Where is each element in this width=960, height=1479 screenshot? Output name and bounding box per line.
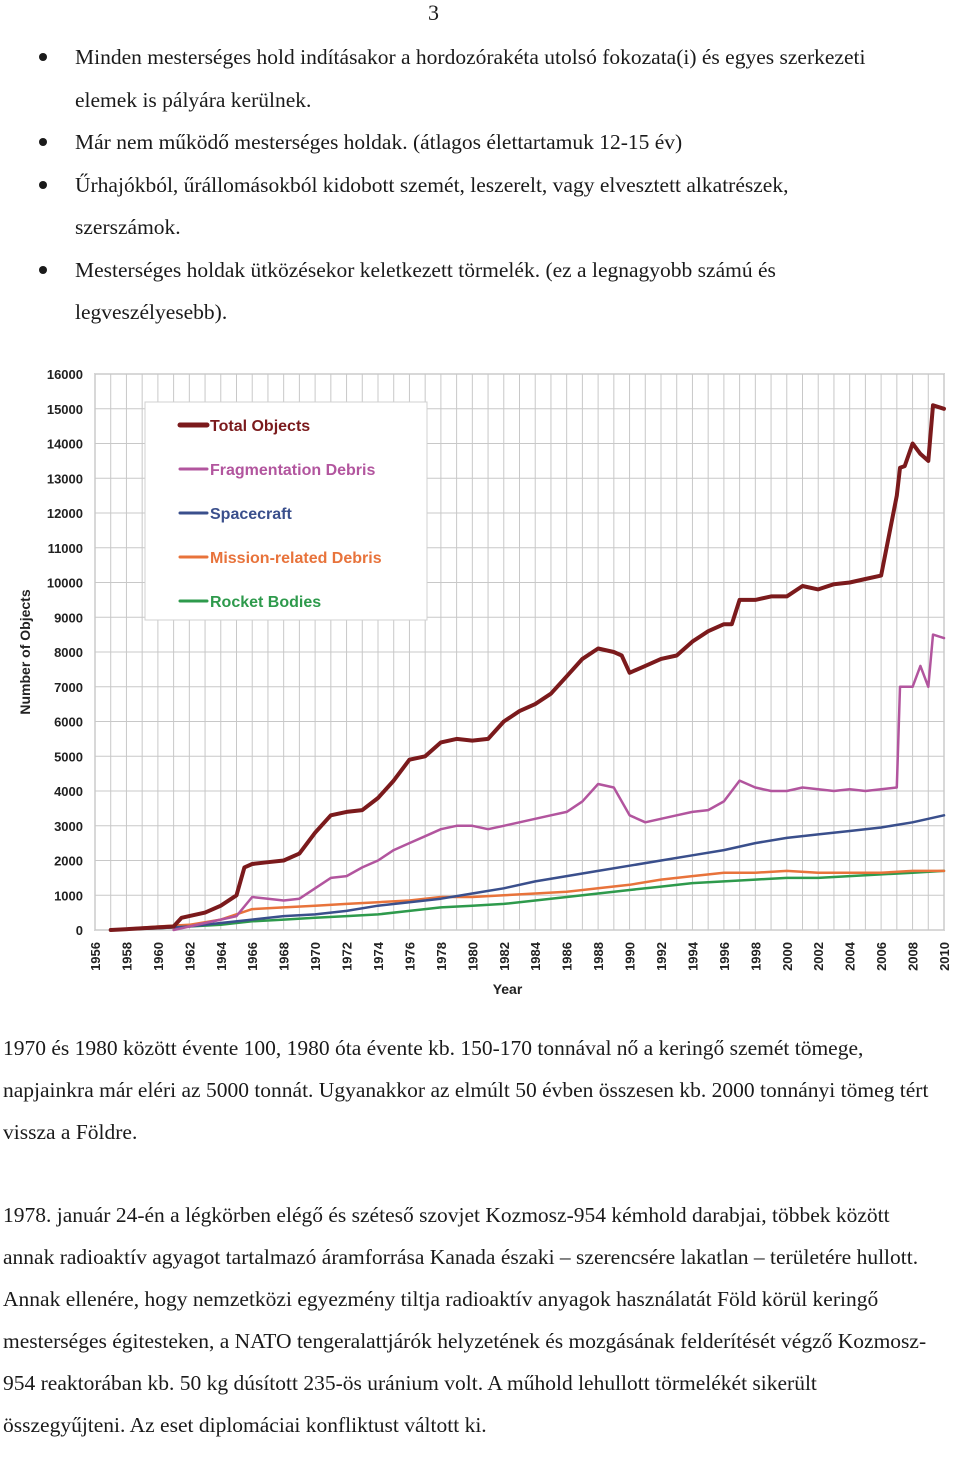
bullet-dot-icon [39,53,47,61]
x-tick-label: 1964 [214,941,229,971]
y-tick-label: 0 [76,923,83,938]
legend-label: Rocket Bodies [210,594,321,611]
bullet-dot-icon [39,180,47,189]
paragraph-2: 1978. január 24-én a légkörben elégő és … [3,1203,927,1437]
x-tick-label: 1966 [245,942,260,971]
y-tick-label: 9000 [54,610,83,625]
x-tick-label: 2002 [811,942,826,971]
x-tick-label: 1986 [560,942,575,971]
x-tick-label: 1990 [623,942,638,971]
x-tick-label: 1996 [717,942,732,971]
series-line [108,403,946,932]
x-tick-label: 1958 [119,942,134,971]
y-tick-label: 15000 [47,402,83,417]
legend-label: Fragmentation Debris [210,462,375,479]
bullet-list: Minden mesterséges hold indításakor a ho… [0,36,960,334]
paragraph-1: 1970 és 1980 között évente 100, 1980 óta… [3,1036,929,1144]
y-tick-label: 5000 [54,749,83,764]
x-tick-label: 1980 [465,942,480,971]
y-tick-label: 8000 [54,645,83,660]
bullet-dot-icon [39,138,47,146]
x-tick-label: 2010 [937,942,952,971]
series-line [172,633,946,932]
x-tick-label: 1994 [685,941,700,971]
series-line [109,869,946,932]
x-tick-label: 1972 [340,942,355,971]
x-tick-label: 1976 [402,942,417,971]
bullet-item: Mesterséges holdak ütközésekor keletkeze… [0,249,960,334]
y-tick-label: 10000 [47,576,83,591]
legend-label: Spacecraft [210,506,292,523]
x-tick-label: 2006 [874,942,889,971]
y-axis-label: Number of Objects [17,589,33,714]
y-tick-label: 11000 [48,541,83,556]
x-tick-label: 2000 [780,942,795,971]
bullet-text: Mesterséges holdak ütközésekor keletkeze… [75,257,776,325]
y-tick-label: 16000 [47,367,83,382]
bullet-text: Már nem működő mesterséges holdak. (átla… [75,130,683,154]
y-tick-label: 7000 [54,680,83,695]
bullet-item: Már nem működő mesterséges holdak. (átla… [0,121,960,164]
x-tick-label: 1988 [591,942,606,971]
y-tick-label: 6000 [54,715,83,730]
series-line [109,814,946,932]
legend-label: Mission-related Debris [210,550,382,567]
bullet-item: Űrhajókból, űrállomásokból kidobott szem… [0,164,960,249]
bullet-text: Minden mesterséges hold indításakor a ho… [75,45,866,112]
legend-box [144,401,428,621]
y-tick-label: 2000 [54,854,83,869]
x-tick-label: 1984 [528,941,543,971]
chart-svg: 0 1000 2000 3000 4000 5000 6000 7000 8000 9000 100… [17,367,952,997]
y-tick-label: 12000 [47,506,83,521]
y-tick-label: 1000 [54,888,83,903]
x-tick-label: 2004 [843,941,858,971]
x-tick-label: 2008 [906,942,921,971]
bullet-dot-icon [39,265,47,274]
x-tick-label: 1962 [182,942,197,971]
page-number: 3 [428,0,439,25]
y-tick-label: 4000 [54,784,83,799]
legend-label: Total Objects [210,418,310,435]
x-tick-label: 1956 [88,942,103,971]
x-axis-label: Year [493,981,523,997]
x-tick-label: 1998 [748,942,763,971]
x-tick-label: 1992 [654,942,669,971]
y-tick-label: 14000 [47,437,83,452]
bullet-item: Minden mesterséges hold indításakor a ho… [0,36,960,121]
x-tick-label: 1982 [497,942,512,971]
x-tick-label: 1978 [434,942,449,971]
series-line [109,869,946,932]
space-debris-chart: 0 1000 2000 3000 4000 5000 6000 7000 8000 9000 100… [10,360,955,1000]
x-tick-label: 1960 [151,942,166,971]
x-tick-label: 1974 [371,941,386,971]
y-tick-label: 13000 [47,471,83,486]
x-tick-label: 1968 [277,942,292,971]
y-tick-label: 3000 [54,819,83,834]
bullet-text: Űrhajókból, űrállomásokból kidobott szem… [75,172,789,240]
x-tick-label: 1970 [308,942,323,971]
